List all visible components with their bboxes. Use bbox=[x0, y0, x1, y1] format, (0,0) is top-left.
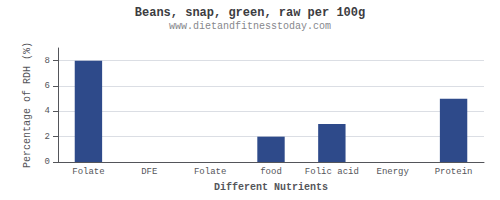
svg-text:Percentage of RDH (%): Percentage of RDH (%) bbox=[22, 42, 33, 168]
svg-text:Different Nutrients: Different Nutrients bbox=[214, 182, 328, 193]
svg-text:0: 0 bbox=[45, 157, 50, 167]
svg-text:Folate: Folate bbox=[194, 167, 226, 177]
svg-text:Folic acid: Folic acid bbox=[305, 167, 359, 177]
svg-text:DFE: DFE bbox=[141, 167, 157, 177]
svg-text:Protein: Protein bbox=[435, 167, 473, 177]
svg-text:www.dietandfitnesstoday.com: www.dietandfitnesstoday.com bbox=[169, 21, 331, 32]
svg-text:8: 8 bbox=[45, 56, 50, 66]
svg-text:2: 2 bbox=[45, 132, 50, 142]
svg-text:4: 4 bbox=[45, 106, 50, 116]
svg-text:Energy: Energy bbox=[377, 167, 410, 177]
svg-text:Folate: Folate bbox=[72, 167, 104, 177]
svg-text:6: 6 bbox=[45, 81, 50, 91]
svg-text:food: food bbox=[260, 167, 282, 177]
svg-text:Beans, snap, green, raw per 10: Beans, snap, green, raw per 100g bbox=[135, 6, 365, 20]
